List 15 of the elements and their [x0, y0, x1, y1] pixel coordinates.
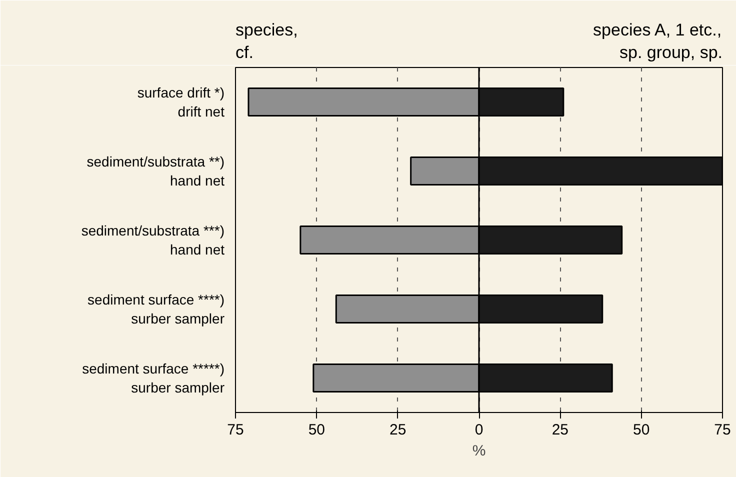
x-tick-label: 50 [632, 422, 650, 438]
series-label: species, cf. [236, 20, 298, 62]
x-tick-label: 75 [227, 422, 244, 438]
x-tick-label: 75 [714, 422, 731, 438]
x-tick-label: 50 [308, 422, 326, 438]
x-axis-title: % [472, 442, 486, 460]
y-tick-label: sediment surface ****) surber sampler [88, 291, 225, 327]
y-tick-label: sediment surface *****) surber sampler [82, 360, 225, 396]
y-tick-label: surface drift *) drift net [137, 84, 225, 120]
x-tick-label: 0 [474, 422, 484, 438]
x-tick-label: 25 [389, 422, 406, 438]
y-tick-label: sediment/substrata ***) hand net [81, 222, 225, 258]
text: species A, 1 etc., sp. group, sp. [593, 20, 723, 62]
y-tick-label: sediment/substrata **) hand net [86, 153, 225, 189]
x-tick-label: 25 [552, 422, 569, 438]
